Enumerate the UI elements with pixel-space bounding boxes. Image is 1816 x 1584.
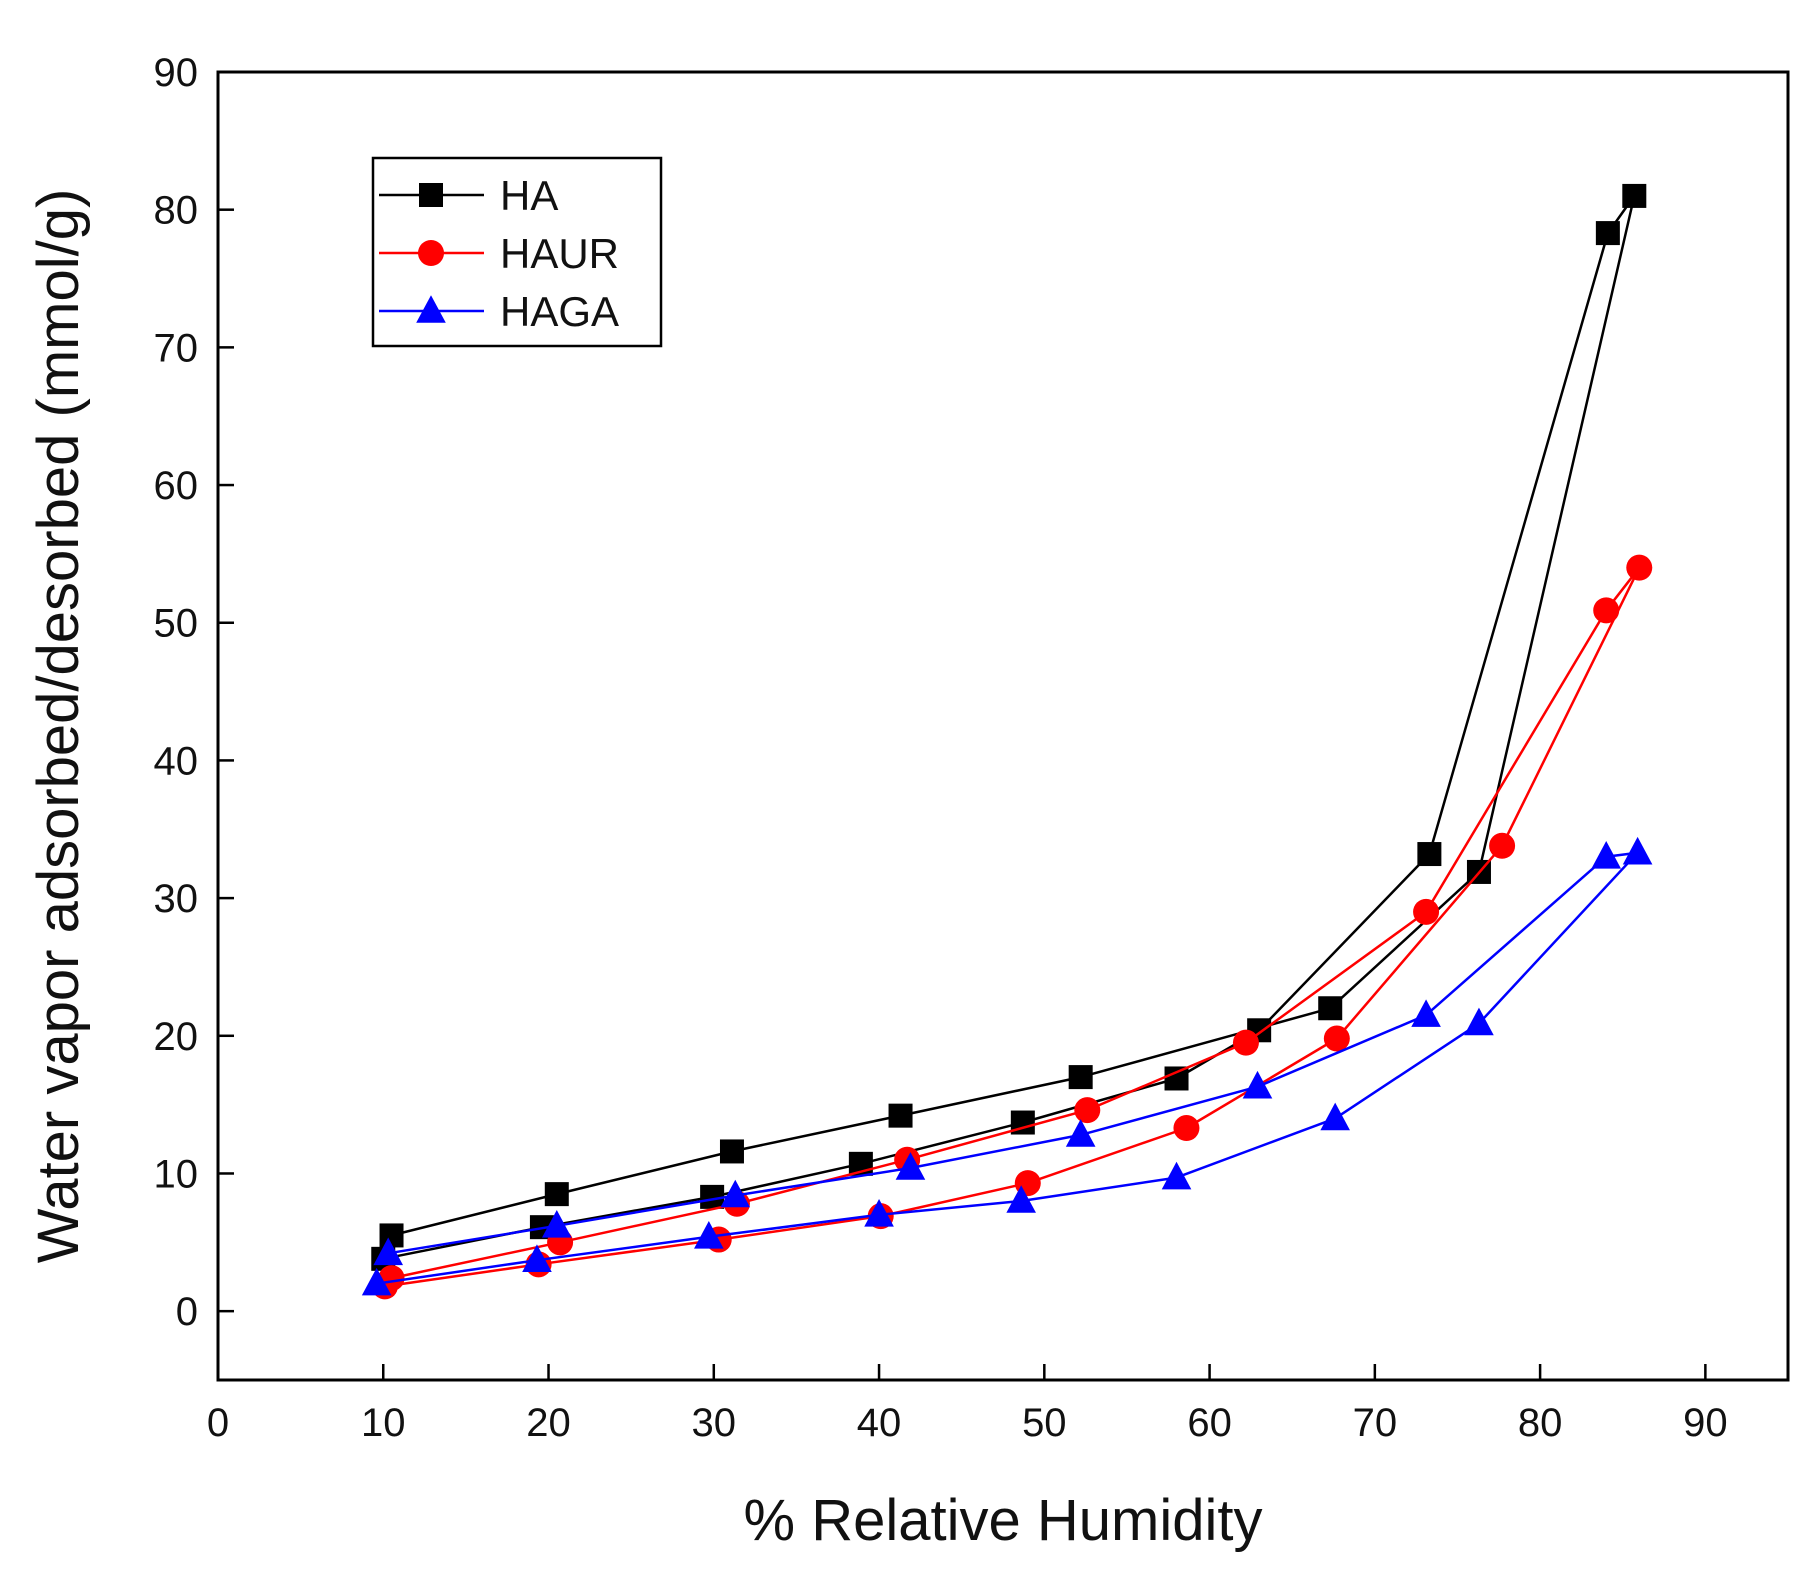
x-tick-label: 20 [526,1401,571,1445]
data-point-haga [373,1237,404,1266]
series-ha [371,183,1647,1271]
y-tick-label: 70 [154,326,199,370]
x-axis-title: % Relative Humidity [744,1488,1263,1553]
data-point-ha [544,1182,569,1207]
data-point-haga [541,1209,572,1238]
series-line-haur [384,566,1641,1288]
x-tick-label: 90 [1683,1401,1728,1445]
legend-label-ha: HA [500,172,558,219]
data-point-haur [1074,1097,1101,1124]
data-point-haur [1413,898,1440,925]
y-tick-label: 50 [154,602,199,646]
data-point-ha [1318,996,1343,1021]
x-tick-label: 70 [1353,1401,1398,1445]
x-tick-label: 40 [857,1401,902,1445]
data-point-haga [694,1221,724,1249]
data-point-haur [1593,597,1620,624]
x-tick-label: 10 [361,1401,406,1445]
ticks [216,70,1707,1380]
data-point-ha [719,1139,744,1164]
data-point-haga [522,1244,552,1273]
legend-marker-haga [416,295,446,323]
legend-marker-haur [418,240,444,266]
x-tick-label: 30 [692,1401,737,1445]
data-point-ha [1068,1065,1093,1090]
legend: HA HAUR HAGA [371,156,663,348]
data-point-haga [1591,841,1622,869]
y-tick-label: 20 [154,1015,199,1059]
data-point-haga [895,1152,926,1180]
data-point-haur [1489,832,1516,859]
data-point-ha [1164,1066,1189,1091]
data-point-ha [379,1223,404,1248]
data-point-haga [864,1198,894,1227]
y-axis-title: Water vapor adsorbed/desorbed (mmol/g) [26,189,91,1264]
y-tick-label: 90 [154,51,199,95]
y-tick-label: 80 [154,189,199,233]
data-point-haga [1161,1161,1192,1190]
y-tick-label: 10 [154,1152,199,1196]
x-tick-label: 80 [1518,1401,1563,1445]
legend-item-haur: HAUR [379,230,619,277]
series-haga [361,836,1653,1296]
data-point-ha [888,1103,913,1128]
y-tick-label: 40 [154,739,199,783]
legend-marker-ha [419,183,443,207]
x-tick-label: 0 [207,1401,229,1445]
legend-label-haur: HAUR [500,230,619,277]
data-point-haur [1232,1029,1259,1056]
plot-frame [216,70,1790,1382]
legend-item-haga: HAGA [379,288,619,335]
series [361,183,1653,1300]
y-tick-label: 60 [154,464,199,508]
data-point-haur [1323,1025,1350,1052]
data-point-haga [720,1179,751,1208]
data-point-haga [1242,1070,1273,1099]
x-tick-label: 50 [1022,1401,1067,1445]
data-point-haga [1464,1007,1494,1036]
legend-items: HA HAUR HAGA [379,172,619,335]
legend-item-ha: HA [379,172,558,219]
data-point-haga [1411,999,1441,1027]
data-point-ha [1417,842,1442,867]
tick-labels: 0 10 20 30 40 50 60 70 80 90 0 10 20 30 40 50 60 70 80 90 [154,51,1728,1445]
data-point-ha [1622,183,1647,208]
data-point-ha [1595,221,1620,246]
data-point-haga [1320,1102,1350,1131]
data-point-haga [1622,836,1653,865]
series-line-ha [383,194,1636,1261]
data-point-haga [1065,1119,1096,1147]
legend-label-haga: HAGA [500,288,619,335]
data-point-haga [361,1267,392,1296]
series-line-haga [376,851,1639,1285]
data-point-haur [1626,554,1653,581]
x-tick-label: 60 [1187,1401,1232,1445]
data-point-haga [1006,1185,1036,1213]
data-point-haur [1173,1115,1200,1142]
y-tick-label: 0 [176,1290,198,1334]
y-tick-label: 30 [154,877,199,921]
